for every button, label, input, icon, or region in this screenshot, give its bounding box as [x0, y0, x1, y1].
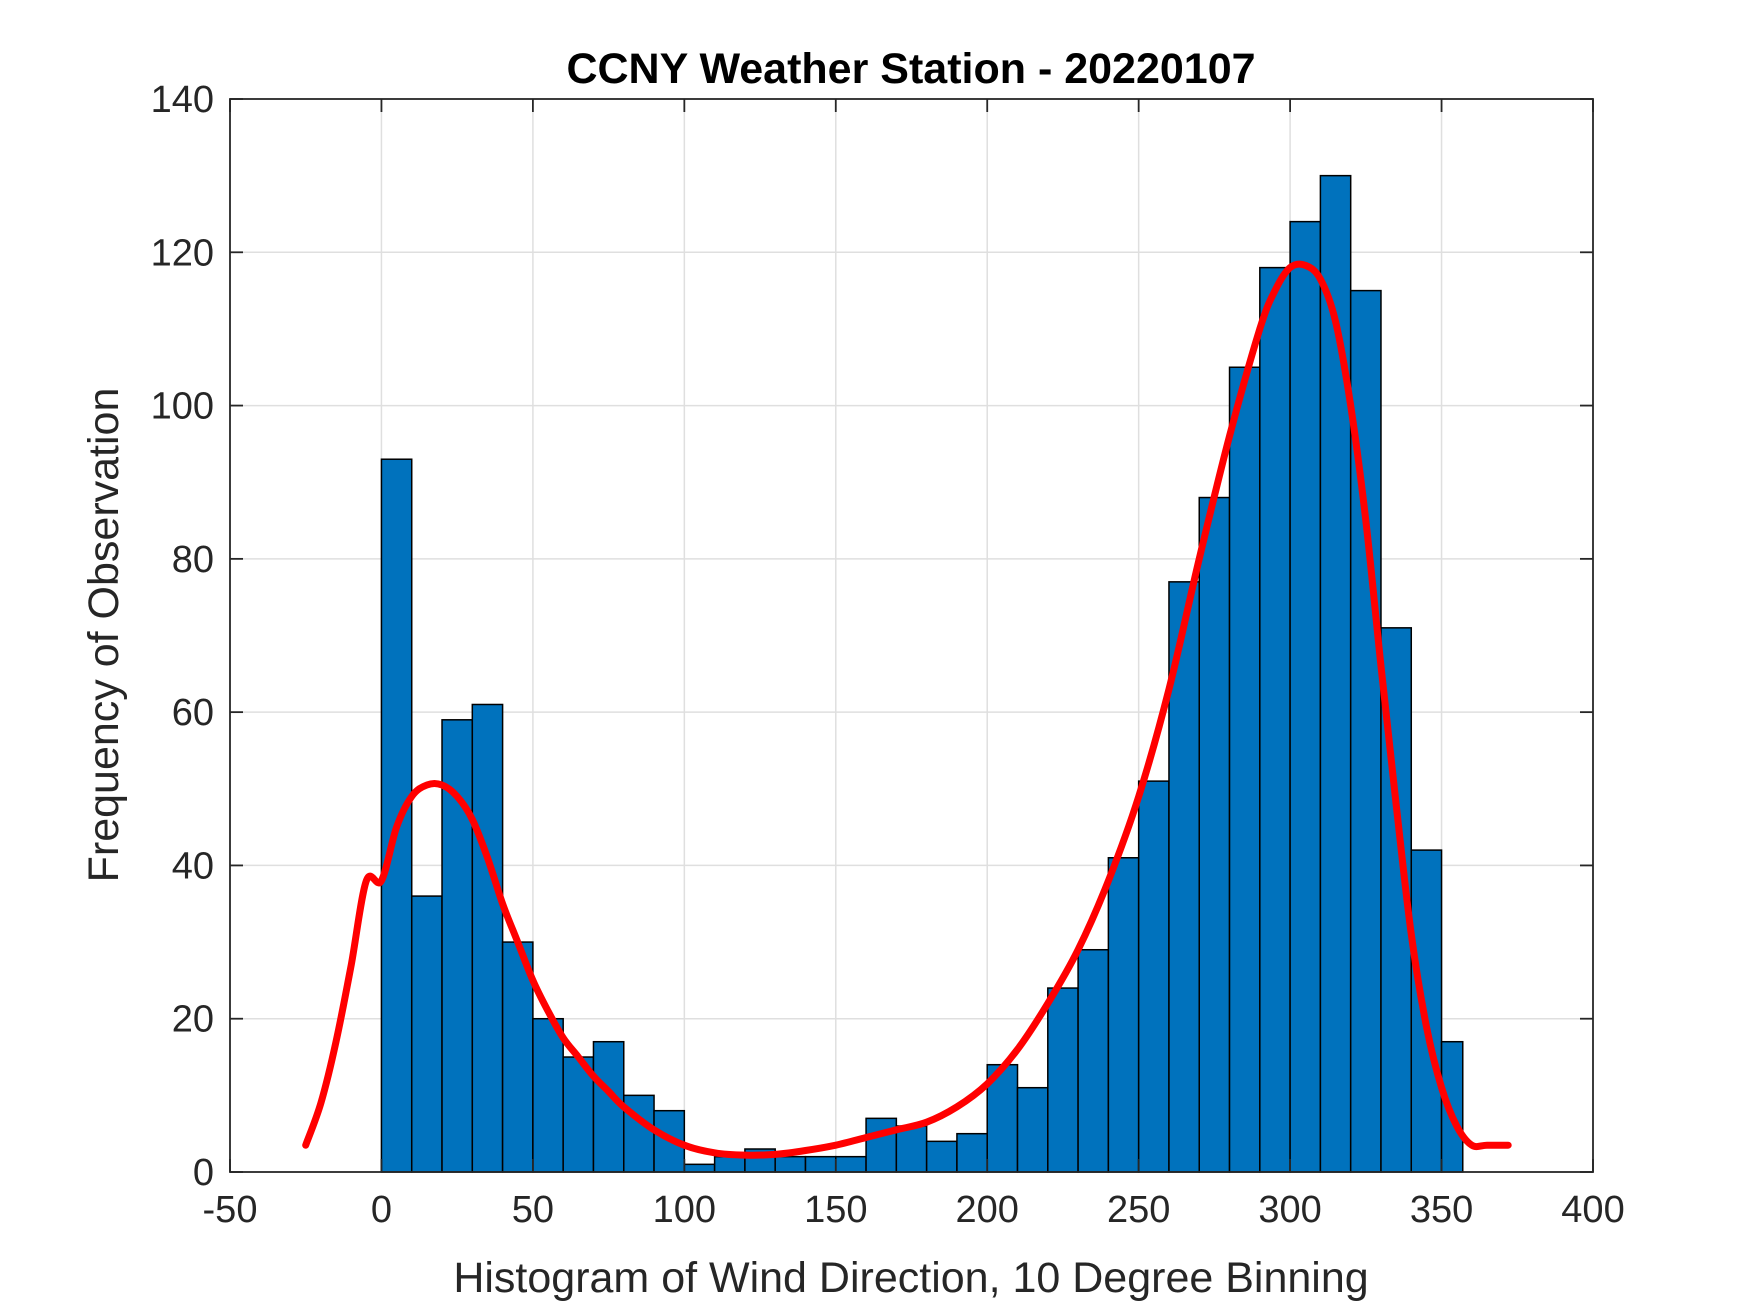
histogram-bar	[774, 1155, 807, 1173]
histogram-bar	[895, 1125, 928, 1173]
x-tick-label: 50	[512, 1189, 554, 1231]
y-tick-label: 40	[172, 845, 214, 887]
histogram-bar	[471, 703, 504, 1173]
axes-box	[229, 98, 1594, 1173]
histogram-bar	[380, 458, 413, 1173]
y-tick-label: 0	[193, 1152, 214, 1194]
tick-labels: -50 0 50 100 150 200 250 300 350 4000204060801001…	[151, 79, 1625, 1231]
histogram-bar	[804, 1155, 837, 1173]
histogram-bar	[956, 1132, 988, 1173]
histogram-bar	[1137, 780, 1170, 1173]
axes-frame	[229, 98, 1594, 1173]
x-tick-label: -50	[203, 1189, 258, 1231]
histogram-bar	[532, 1017, 564, 1173]
y-tick-label: 100	[151, 386, 214, 428]
histogram-bar	[713, 1155, 746, 1173]
histogram-bar	[1228, 366, 1261, 1173]
x-tick-label: 100	[653, 1189, 716, 1231]
histogram-bar	[683, 1163, 716, 1173]
x-tick-label: 0	[371, 1189, 392, 1231]
x-tick-label: 250	[1107, 1189, 1170, 1231]
x-tick-label: 200	[956, 1189, 1019, 1231]
x-tick-label: 300	[1258, 1189, 1321, 1231]
histogram-bar	[410, 895, 443, 1173]
x-tick-label: 400	[1561, 1189, 1624, 1231]
y-tick-label: 20	[172, 999, 214, 1041]
histogram-bars	[380, 174, 1464, 1173]
histogram-bar	[1047, 987, 1079, 1173]
y-tick-label: 140	[151, 79, 214, 121]
y-tick-label: 120	[151, 232, 214, 274]
x-tick-label: 350	[1410, 1189, 1473, 1231]
histogram-bar	[835, 1155, 867, 1173]
histogram-bar	[1259, 266, 1291, 1173]
histogram-bar	[1077, 948, 1110, 1173]
histogram-bar	[1107, 857, 1140, 1173]
y-tick-label: 60	[172, 692, 214, 734]
x-tick-label: 150	[804, 1189, 867, 1231]
y-tick-label: 80	[172, 539, 214, 581]
fit-curve-layer	[302, 260, 1512, 1159]
x-axis-label: Histogram of Wind Direction, 10 Degree B…	[453, 1254, 1368, 1302]
fit-line	[302, 260, 1512, 1159]
histogram-bar	[1016, 1086, 1049, 1173]
histogram-bar	[1289, 220, 1322, 1173]
histogram-bar	[1198, 496, 1231, 1173]
chart-title: CCNY Weather Station - 20220107	[566, 45, 1255, 93]
y-axis-label: Frequency of Observation	[80, 388, 128, 883]
histogram-bar	[865, 1117, 898, 1173]
histogram-bar	[925, 1140, 958, 1173]
